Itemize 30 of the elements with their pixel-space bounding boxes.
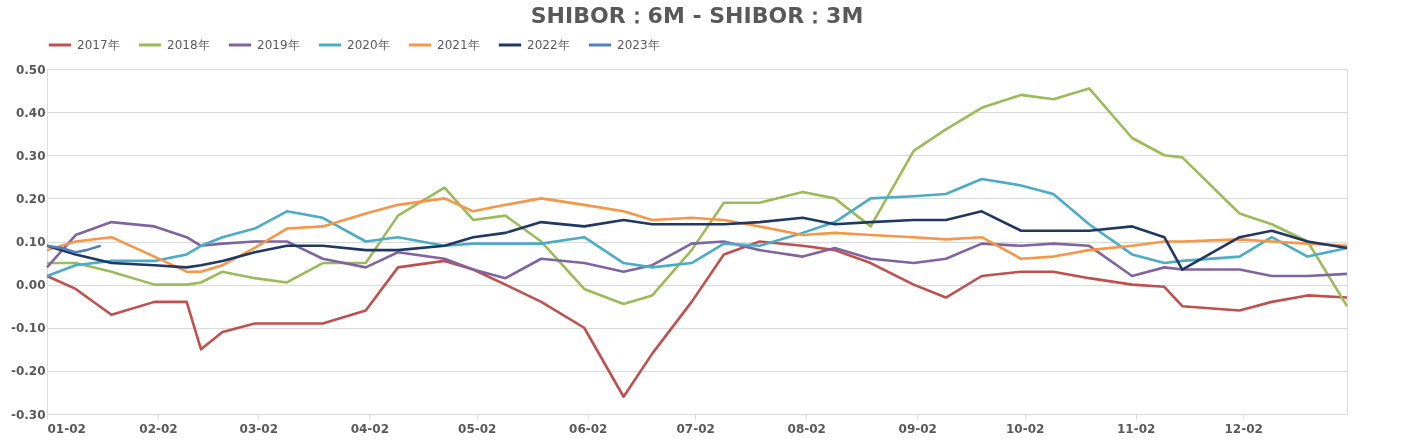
legend-label: 2019年 [257, 38, 300, 52]
line-series [45, 244, 103, 254]
legend-label: 2021年 [437, 38, 480, 52]
legend-label: 2018年 [167, 38, 210, 52]
x-tick-label: 10-02 [1005, 421, 1045, 436]
y-tick-label: -0.30 [10, 407, 46, 422]
chart-title: SHIBOR：6M - SHIBOR：3M [530, 3, 864, 28]
x-tick-label: 03-02 [239, 421, 278, 436]
x-tick-label: 08-02 [787, 421, 826, 436]
x-tick-label: 01-02 [47, 421, 86, 436]
y-tick-label: 0.10 [15, 235, 46, 249]
legend-label: 2022年 [527, 38, 570, 52]
legend-label: 2017年 [77, 38, 120, 52]
x-tick-label: 06-02 [569, 421, 608, 436]
y-tick-label: 0.40 [15, 105, 46, 120]
x-tick-label: 05-02 [458, 421, 497, 436]
y-tick-label: -0.20 [10, 364, 46, 379]
y-tick-label: 0.50 [15, 62, 46, 77]
x-tick-label: 04-02 [350, 421, 390, 436]
y-tick-label: 0.30 [15, 148, 46, 163]
x-tick-label: 09-02 [898, 421, 937, 436]
y-tick-label: -0.10 [10, 321, 46, 336]
x-tick-label: 12-02 [1224, 421, 1263, 436]
y-tick-label: 0.20 [15, 191, 46, 206]
legend-label: 2023年 [617, 38, 660, 52]
x-tick-label: 07-02 [676, 421, 715, 436]
x-tick-label: 02-02 [139, 421, 178, 436]
x-tick-label: 11-02 [1117, 421, 1156, 436]
y-tick-label: 0.00 [15, 278, 46, 293]
legend-label: 2020年 [347, 38, 390, 52]
